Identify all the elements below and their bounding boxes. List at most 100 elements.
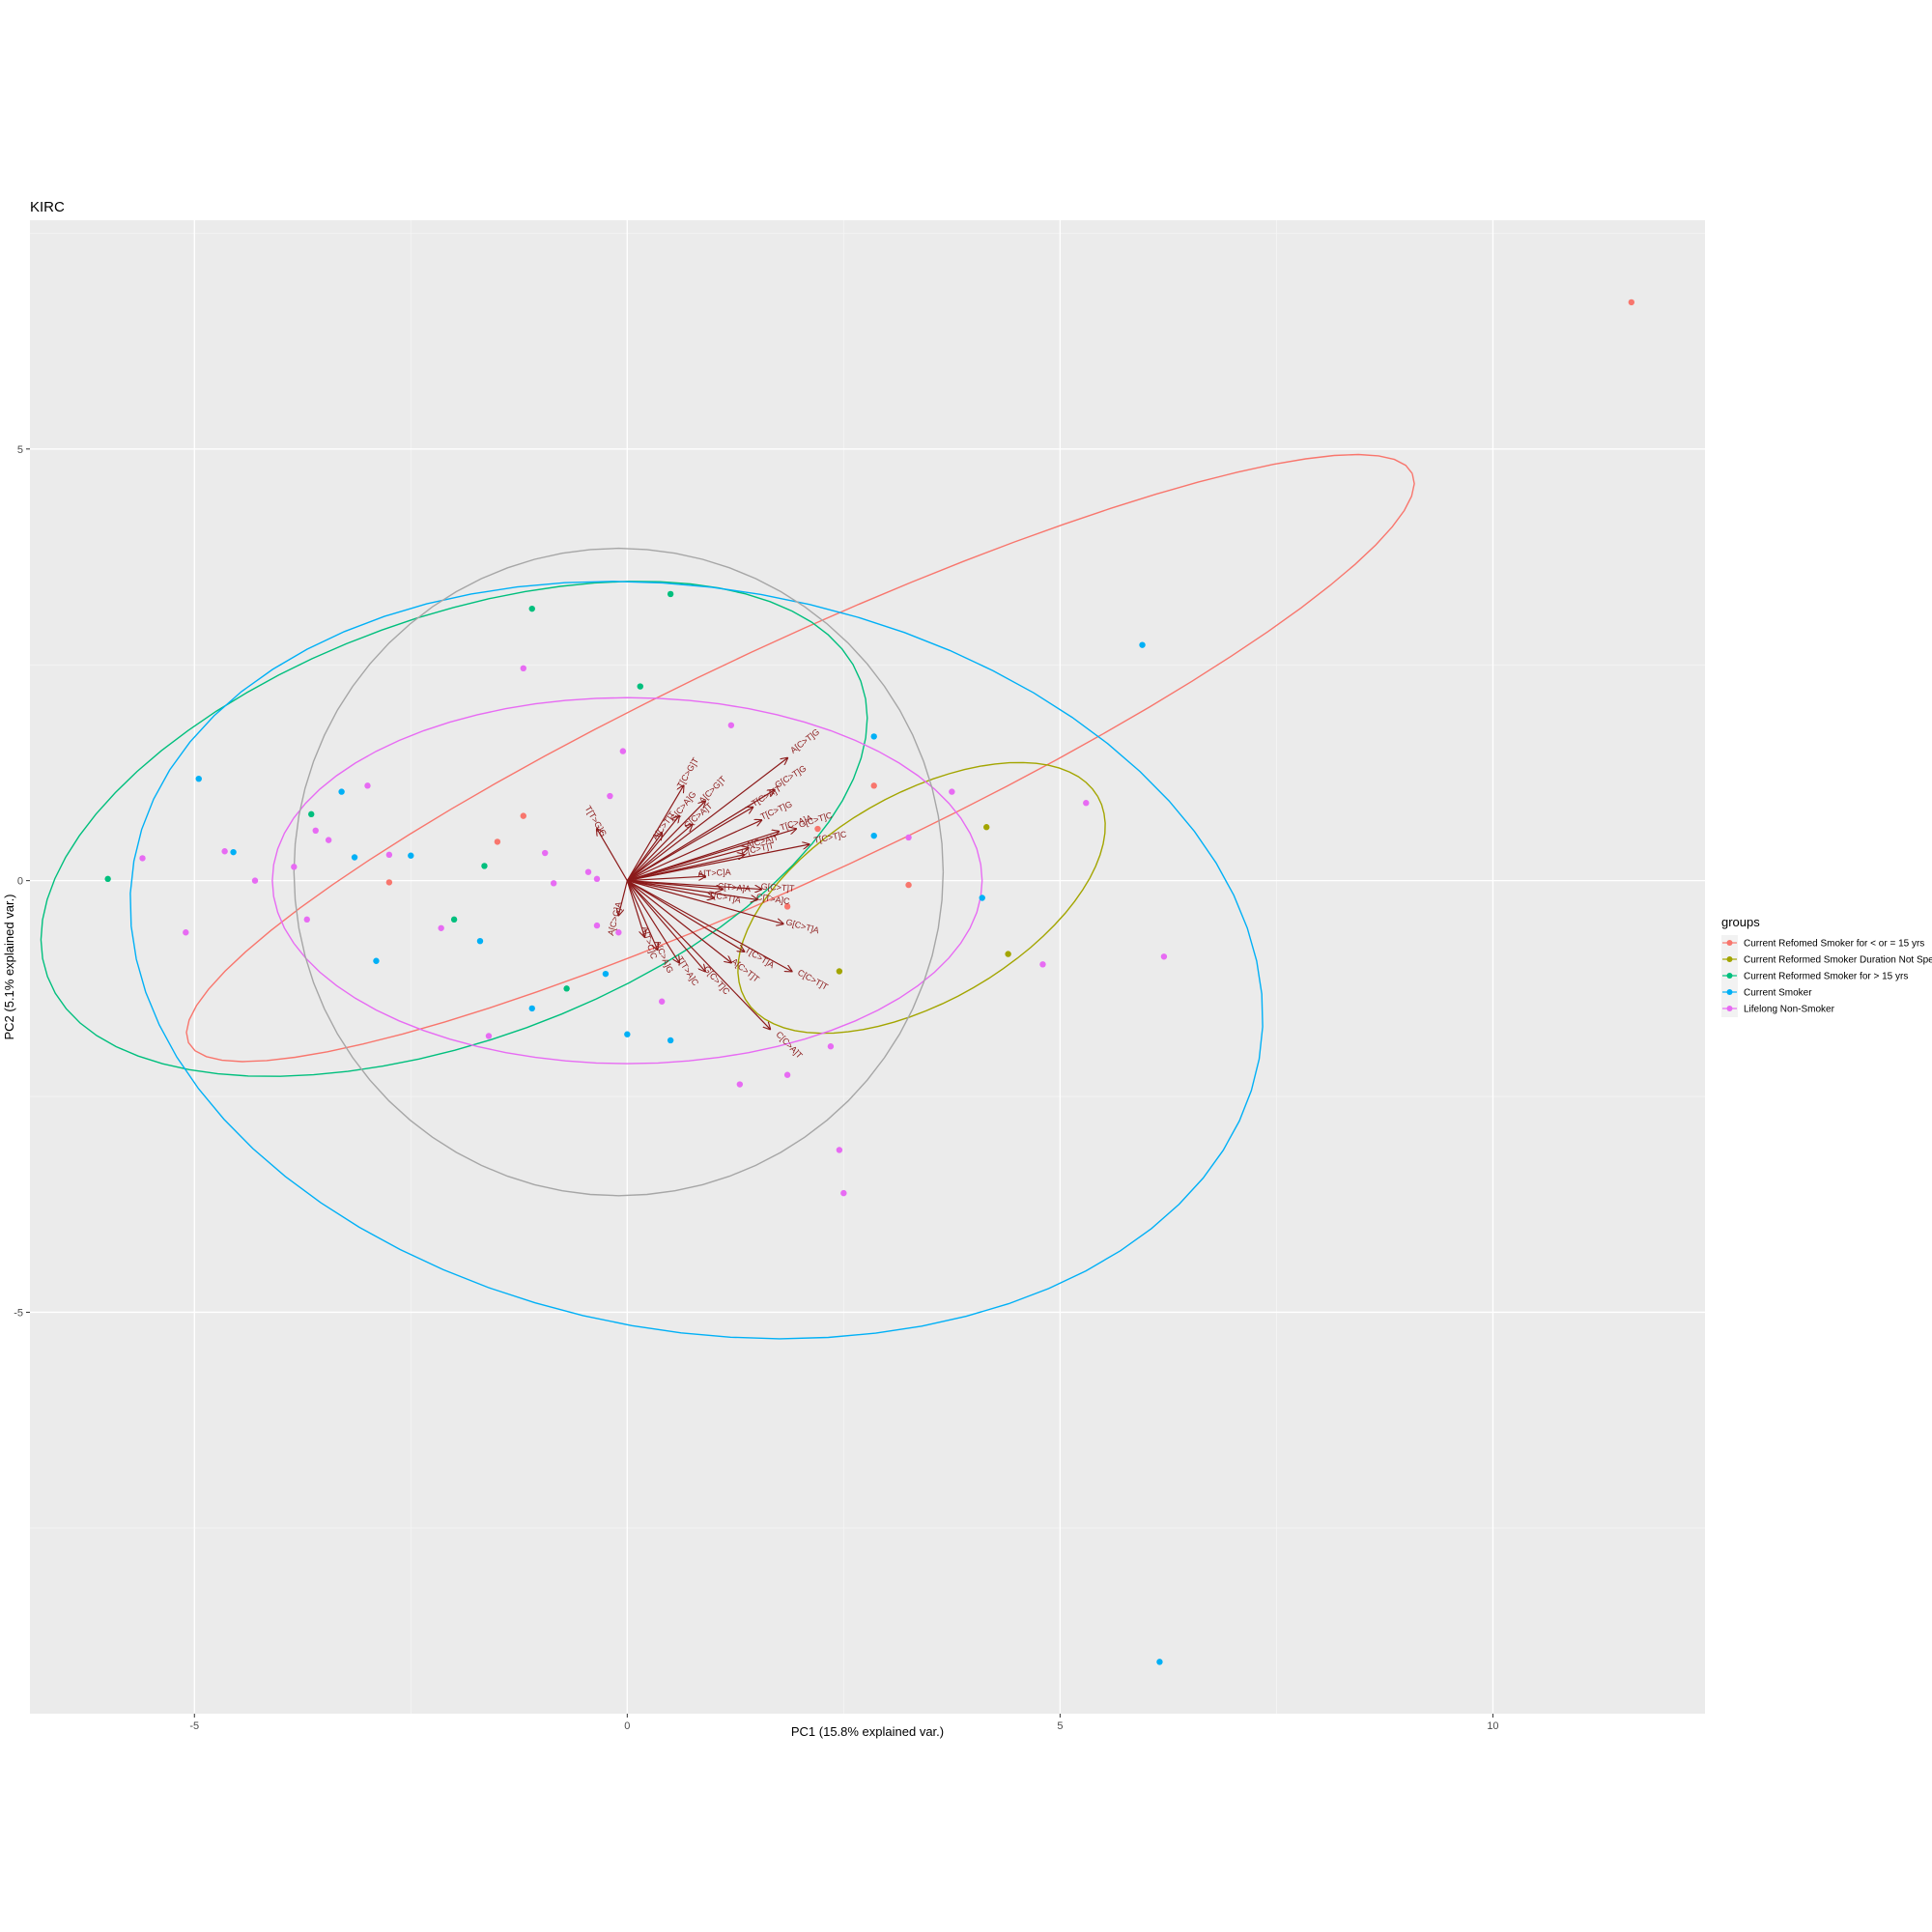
loading-arrow [597, 829, 628, 881]
data-points [104, 298, 1635, 1665]
x-tick-label: 0 [624, 1720, 630, 1732]
data-point [836, 968, 843, 975]
data-point [364, 782, 371, 789]
data-point [338, 788, 345, 795]
data-point [1160, 953, 1168, 960]
data-point [637, 683, 643, 690]
data-point [485, 1033, 493, 1039]
legend-key-point [1726, 1006, 1733, 1011]
loading-arrow [627, 880, 791, 972]
loading-arrow [626, 880, 644, 937]
data-point [303, 916, 310, 923]
data-point [949, 788, 955, 795]
data-point [520, 812, 526, 819]
data-point [602, 970, 610, 978]
y-tick-label: 5 [17, 444, 23, 456]
data-point [563, 985, 570, 992]
data-point [593, 922, 601, 929]
data-point [351, 854, 358, 861]
ellipse-current-reformed-smoker-duration-not-specified [737, 761, 1106, 1035]
loading-arrow [626, 880, 770, 1030]
data-point [312, 827, 319, 835]
data-point [183, 929, 189, 936]
data-point [783, 903, 791, 910]
data-point [667, 590, 674, 598]
data-point [619, 748, 627, 754]
loading-arrow [626, 833, 662, 881]
ellipse-current-refomed-smoker-for-or-15-yrs [185, 453, 1415, 1063]
data-point [727, 722, 735, 728]
data-point [528, 1005, 535, 1012]
confidence-ellipses [40, 453, 1415, 1340]
data-point [308, 810, 315, 818]
loading-arrow [626, 825, 692, 882]
data-point [870, 733, 877, 740]
loading-arrow [627, 880, 761, 890]
x-axis-title: PC1 (15.8% explained var.) [791, 1724, 944, 1739]
data-point [450, 916, 458, 923]
data-point [230, 848, 237, 856]
loading-arrow [626, 880, 657, 950]
data-point [373, 957, 380, 964]
data-point [104, 875, 111, 883]
legend-label: Current Smoker [1744, 988, 1812, 999]
data-point [325, 837, 332, 843]
loading-arrow [627, 880, 744, 952]
x-tick-label: -5 [189, 1720, 199, 1732]
data-point [593, 875, 601, 883]
data-point [1005, 951, 1011, 957]
legend-label: Lifelong Non-Smoker [1744, 1005, 1835, 1015]
ellipse-current-smoker [129, 581, 1264, 1340]
data-point [584, 868, 592, 875]
data-point [550, 880, 557, 887]
loading-arrow [627, 829, 796, 882]
data-point [520, 665, 526, 671]
data-point [979, 895, 985, 901]
grid-major [30, 220, 1705, 1714]
loading-arrow [618, 880, 628, 916]
legend-key-point [1726, 956, 1733, 962]
data-point [624, 1031, 631, 1037]
data-point [658, 998, 666, 1005]
loading-label: G[C>T]T [760, 882, 795, 894]
data-point [1083, 800, 1090, 807]
legend-label: Current Refomed Smoker for < or = 15 yrs [1744, 939, 1924, 950]
data-point [827, 1043, 835, 1050]
loading-arrow [626, 880, 679, 963]
y-tick-label: 0 [17, 876, 23, 888]
data-point [667, 1037, 674, 1044]
data-point [1039, 961, 1046, 968]
legend-key-point [1726, 989, 1733, 995]
data-point [615, 929, 622, 936]
loading-arrow [627, 844, 809, 882]
data-point [1628, 298, 1635, 306]
ellipse-current-reformed-smoker-for-15-yrs [40, 581, 868, 1077]
data-point [783, 1071, 791, 1078]
data-point [870, 782, 877, 789]
data-point [139, 855, 146, 862]
x-tick-label: 5 [1057, 1720, 1063, 1732]
data-point [476, 937, 484, 945]
loading-arrow [627, 808, 753, 882]
data-point [905, 881, 912, 889]
y-tick-label: -5 [14, 1307, 23, 1319]
data-point [385, 879, 393, 886]
legend-title: groups [1721, 915, 1760, 929]
data-point [736, 1081, 744, 1088]
legend: groups Current Refomed Smoker for < or =… [1721, 915, 1932, 1017]
data-point [291, 864, 298, 870]
loading-arrow [626, 758, 787, 882]
data-point [408, 852, 414, 859]
chart-title: KIRC [30, 199, 65, 215]
loading-arrow [627, 880, 782, 924]
legend-key-point [1726, 940, 1733, 946]
data-point [1156, 1659, 1163, 1665]
loading-arrow [627, 876, 705, 882]
loading-arrow [627, 855, 744, 882]
data-point [607, 792, 613, 800]
data-point [494, 838, 501, 845]
x-tick-label: 10 [1487, 1720, 1498, 1732]
legend-key-point [1726, 973, 1733, 979]
loading-arrow [627, 880, 714, 898]
